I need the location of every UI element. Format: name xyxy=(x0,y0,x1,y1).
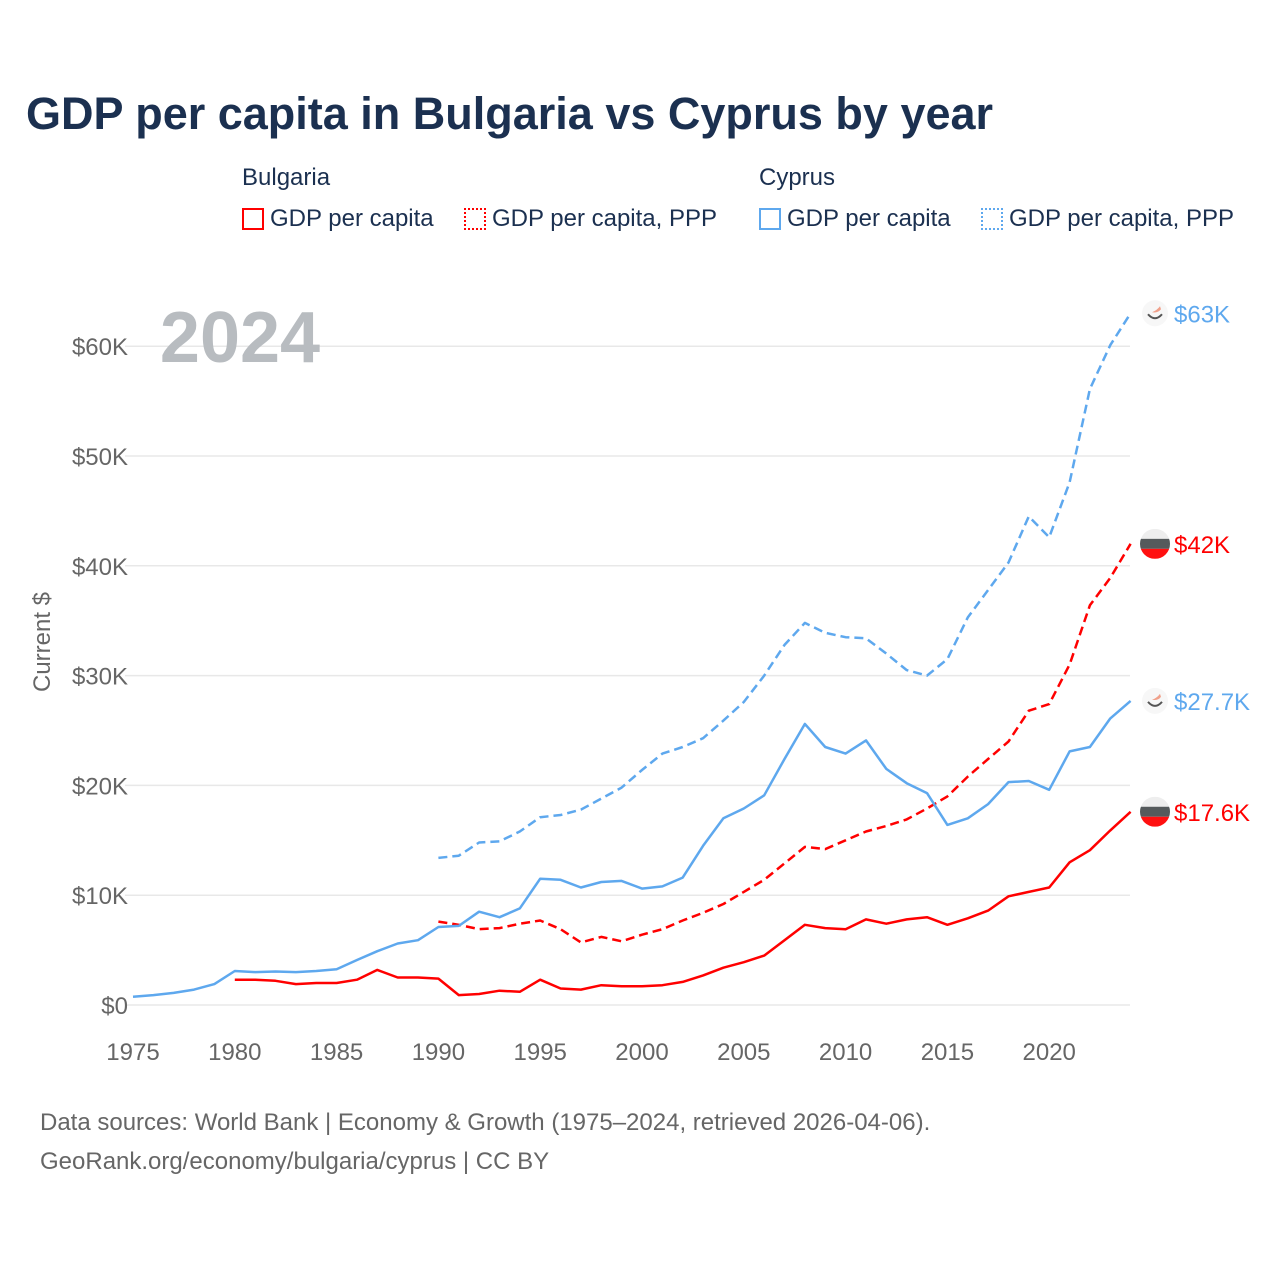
legend-label: GDP per capita, PPP xyxy=(1009,205,1234,232)
legend-bulgaria-gdp[interactable]: GDP per capita xyxy=(242,205,434,233)
series-end-label: $17.6K xyxy=(1174,800,1250,827)
x-tick-label: 1980 xyxy=(208,1039,261,1066)
year-watermark: 2024 xyxy=(160,298,320,378)
y-tick-label: $0 xyxy=(101,993,128,1020)
series-end-label: $27.7K xyxy=(1174,689,1250,716)
legend-label: GDP per capita xyxy=(270,205,434,232)
x-tick-label: 2020 xyxy=(1023,1039,1076,1066)
footer-link[interactable]: GeoRank.org/economy/bulgaria/cyprus | CC… xyxy=(40,1148,550,1175)
series-end-label: $42K xyxy=(1174,532,1230,559)
x-tick-label: 2015 xyxy=(921,1039,974,1066)
legend-bulgaria-gdp-ppp[interactable]: GDP per capita, PPP xyxy=(464,205,717,233)
legend-group-bulgaria: Bulgaria xyxy=(242,164,331,191)
bulgaria-flag-icon xyxy=(1140,796,1170,827)
legend-swatch-dotted xyxy=(464,208,486,230)
x-tick-label: 1990 xyxy=(412,1039,465,1066)
y-tick-label: $10K xyxy=(72,883,128,910)
x-tick-label: 1995 xyxy=(514,1039,567,1066)
x-tick-label: 1985 xyxy=(310,1039,363,1066)
y-axis-label: Current $ xyxy=(29,592,56,692)
y-tick-label: $50K xyxy=(72,444,128,471)
bulgaria-flag-icon xyxy=(1140,528,1170,559)
series-line xyxy=(438,543,1132,944)
series-line xyxy=(438,312,1132,860)
legend-cyprus-gdp[interactable]: GDP per capita xyxy=(759,205,951,233)
y-tick-label: $20K xyxy=(72,773,128,800)
legend-swatch-dotted xyxy=(981,208,1003,230)
x-tick-label: 2010 xyxy=(819,1039,872,1066)
legend-label: GDP per capita, PPP xyxy=(492,205,717,232)
y-tick-label: $60K xyxy=(72,334,128,361)
legend-swatch-solid xyxy=(759,208,781,230)
series-end-label: $63K xyxy=(1174,301,1230,328)
chart-title: GDP per capita in Bulgaria vs Cyprus by … xyxy=(26,88,994,139)
cyprus-flag-icon xyxy=(1142,687,1168,714)
series-line xyxy=(132,699,1132,999)
cyprus-flag-icon xyxy=(1142,300,1168,327)
footer-sources: Data sources: World Bank | Economy & Gro… xyxy=(40,1109,931,1136)
legend-cyprus-gdp-ppp[interactable]: GDP per capita, PPP xyxy=(981,205,1234,233)
x-tick-label: 1975 xyxy=(106,1039,159,1066)
legend-group-cyprus: Cyprus xyxy=(759,164,836,191)
x-tick-label: 2000 xyxy=(615,1039,668,1066)
y-tick-label: $40K xyxy=(72,554,128,581)
x-tick-label: 2005 xyxy=(717,1039,770,1066)
y-tick-label: $30K xyxy=(72,664,128,691)
legend-swatch-solid xyxy=(242,208,264,230)
series-line xyxy=(234,810,1132,997)
legend-label: GDP per capita xyxy=(787,205,951,232)
